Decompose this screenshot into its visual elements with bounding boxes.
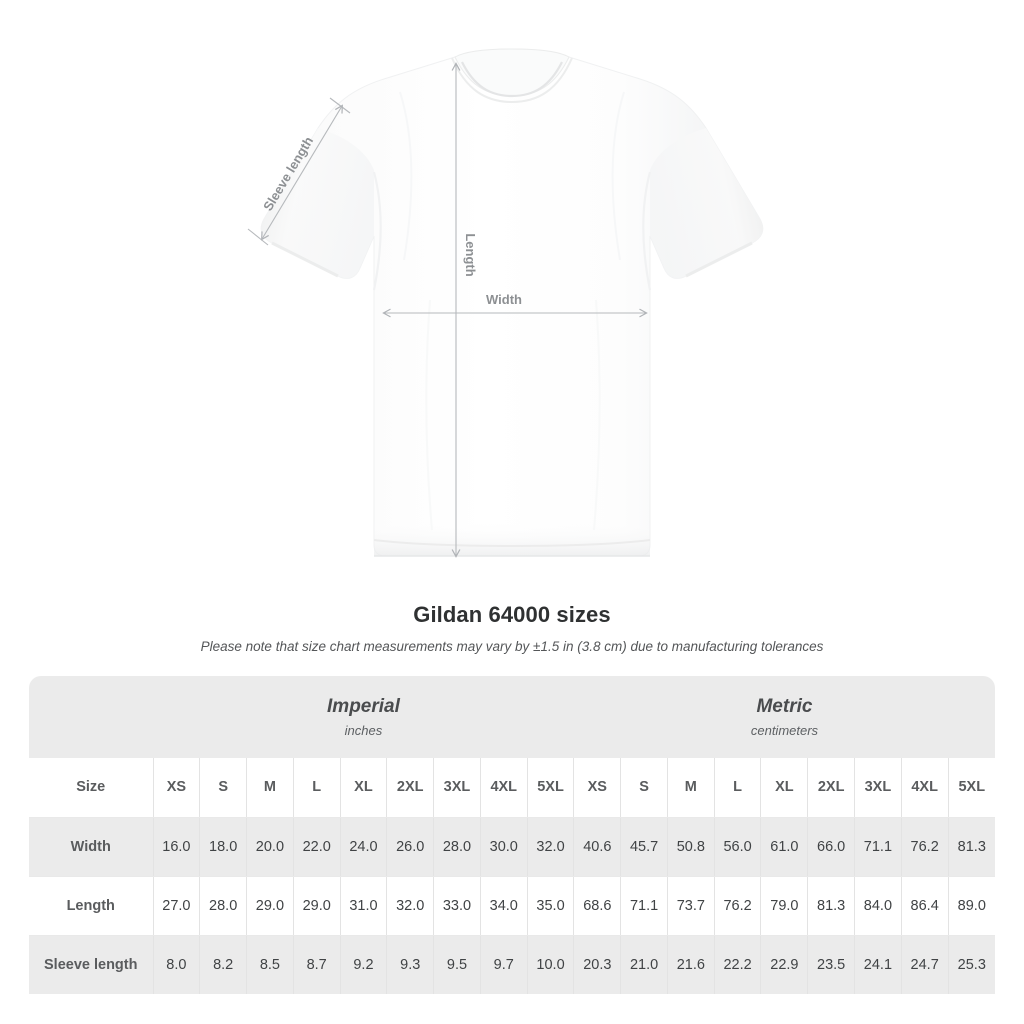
measurement-row-label: Width (29, 817, 153, 877)
size-header-label: Size (29, 758, 153, 818)
measurement-cell: 8.7 (292, 935, 341, 994)
measurement-cell: 8.5 (246, 935, 294, 994)
size-column-header: 3XL (433, 758, 481, 818)
measurement-cell: 31.0 (339, 876, 387, 936)
page-title: Gildan 64000 sizes (413, 602, 611, 627)
size-column-header: 4XL (900, 758, 949, 818)
measurement-cell: 29.0 (246, 876, 294, 936)
measurement-cell: 76.2 (900, 817, 949, 877)
measurement-cell: 86.4 (900, 876, 949, 936)
measurement-cell: 20.3 (573, 935, 621, 994)
measurement-cell: 27.0 (152, 876, 200, 936)
measurement-cell: 26.0 (386, 817, 434, 877)
measurement-cell: 76.2 (713, 876, 761, 936)
measurement-cell: 18.0 (199, 817, 247, 877)
measurement-cell: 56.0 (713, 817, 761, 877)
measurement-cell: 24.1 (854, 935, 902, 994)
size-column-header: S (199, 758, 247, 818)
measurement-cell: 24.7 (900, 935, 949, 994)
measurement-row-label: Sleeve length (29, 935, 153, 994)
size-column-header: 5XL (947, 758, 995, 818)
measurement-cell: 68.6 (573, 876, 621, 936)
measurement-cell: 21.6 (666, 935, 715, 994)
table-row: Width 16.0 18.0 20.0 22.0 24.0 26.0 28.0 30.0 32.… (29, 817, 995, 877)
unit-group-sub: centimeters (750, 722, 819, 738)
measurement-cell: 71.1 (854, 817, 902, 877)
width-guide: Width (382, 292, 648, 318)
size-column-header: 5XL (526, 758, 574, 818)
measurement-cell: 61.0 (760, 817, 808, 877)
measurement-cell: 8.2 (199, 935, 247, 994)
measurement-cell: 89.0 (947, 876, 995, 936)
size-chart-table: Imperial inches Metric centimeters Size XS S M L… (29, 676, 995, 994)
measurement-cell: 24.0 (339, 817, 387, 877)
table-row: Sleeve length 8.0 8.2 8.5 8.7 9.2 9.3 9.5 9.7 10.… (29, 935, 995, 994)
size-column-header: XL (760, 758, 808, 818)
measurement-cell: 16.0 (152, 817, 200, 877)
measurement-cell: 21.0 (620, 935, 668, 994)
measurement-cell: 28.0 (433, 817, 481, 877)
size-header-row: Size XS S M L XL 2XL 3XL 4XL 5XL XS S M L XL 2XL 3XL 4XL 5… (29, 758, 995, 818)
size-column-header: M (666, 758, 715, 818)
size-column-header: S (620, 758, 668, 818)
measurement-cell: 8.0 (152, 935, 200, 994)
measurement-cell: 73.7 (666, 876, 715, 936)
unit-group-sub: inches (344, 722, 383, 738)
measurement-cell: 22.2 (713, 935, 761, 994)
measurement-cell: 84.0 (854, 876, 902, 936)
measurement-cell: 32.0 (386, 876, 434, 936)
measurement-cell: 10.0 (526, 935, 574, 994)
measurement-cell: 9.3 (386, 935, 434, 994)
size-column-header: 4XL (479, 758, 528, 818)
measurement-cell: 35.0 (526, 876, 574, 936)
width-label: Width (486, 292, 522, 307)
unit-row-spacer (29, 676, 153, 758)
unit-group-name: Metric (756, 695, 813, 717)
table-row: Length 27.0 28.0 29.0 29.0 31.0 32.0 33.0 34.0 35… (29, 876, 995, 936)
size-column-header: 2XL (807, 758, 855, 818)
measurement-cell: 20.0 (246, 817, 294, 877)
size-column-header: XL (339, 758, 387, 818)
measurement-cell: 66.0 (807, 817, 855, 877)
measurement-cell: 9.7 (479, 935, 528, 994)
measurement-cell: 40.6 (573, 817, 621, 877)
measurement-cell: 9.2 (339, 935, 387, 994)
unit-group-metric: Metric centimeters (573, 676, 995, 758)
size-column-header: M (246, 758, 294, 818)
measurement-cell: 34.0 (479, 876, 528, 936)
measurement-cell: 29.0 (292, 876, 341, 936)
measurement-cell: 22.0 (292, 817, 341, 877)
size-chart-table-wrap: Imperial inches Metric centimeters Size XS S M L… (29, 676, 995, 994)
size-column-header: 3XL (854, 758, 902, 818)
measurement-cell: 79.0 (760, 876, 808, 936)
size-column-header: XS (573, 758, 621, 818)
measurement-cell: 50.8 (666, 817, 715, 877)
title-block: Gildan 64000 sizes Please note that size… (0, 600, 1024, 656)
measurement-cell: 81.3 (947, 817, 995, 877)
length-label: Length (463, 233, 478, 276)
measurement-cell: 71.1 (620, 876, 668, 936)
measurement-cell: 9.5 (433, 935, 481, 994)
unit-group-imperial: Imperial inches (153, 676, 574, 758)
measurement-cell: 30.0 (479, 817, 528, 877)
measurement-cell: 25.3 (947, 935, 995, 994)
size-column-header: XS (152, 758, 200, 818)
measurement-cell: 28.0 (199, 876, 247, 936)
tolerance-note: Please note that size chart measurements… (200, 639, 824, 654)
size-column-header: 2XL (386, 758, 434, 818)
measurement-cell: 33.0 (433, 876, 481, 936)
size-column-header: L (713, 758, 761, 818)
measurement-row-label: Length (29, 876, 153, 936)
unit-group-name: Imperial (327, 695, 400, 717)
measurement-cell: 32.0 (526, 817, 574, 877)
tshirt-illustration: Sleeve length Length Width (247, 48, 764, 558)
measurement-cell: 81.3 (807, 876, 855, 936)
size-column-header: L (292, 758, 341, 818)
unit-group-row: Imperial inches Metric centimeters (29, 676, 995, 758)
measurement-cell: 45.7 (620, 817, 668, 877)
tshirt-shape (260, 48, 764, 557)
measurement-cell: 23.5 (807, 935, 855, 994)
measurement-cell: 22.9 (760, 935, 808, 994)
